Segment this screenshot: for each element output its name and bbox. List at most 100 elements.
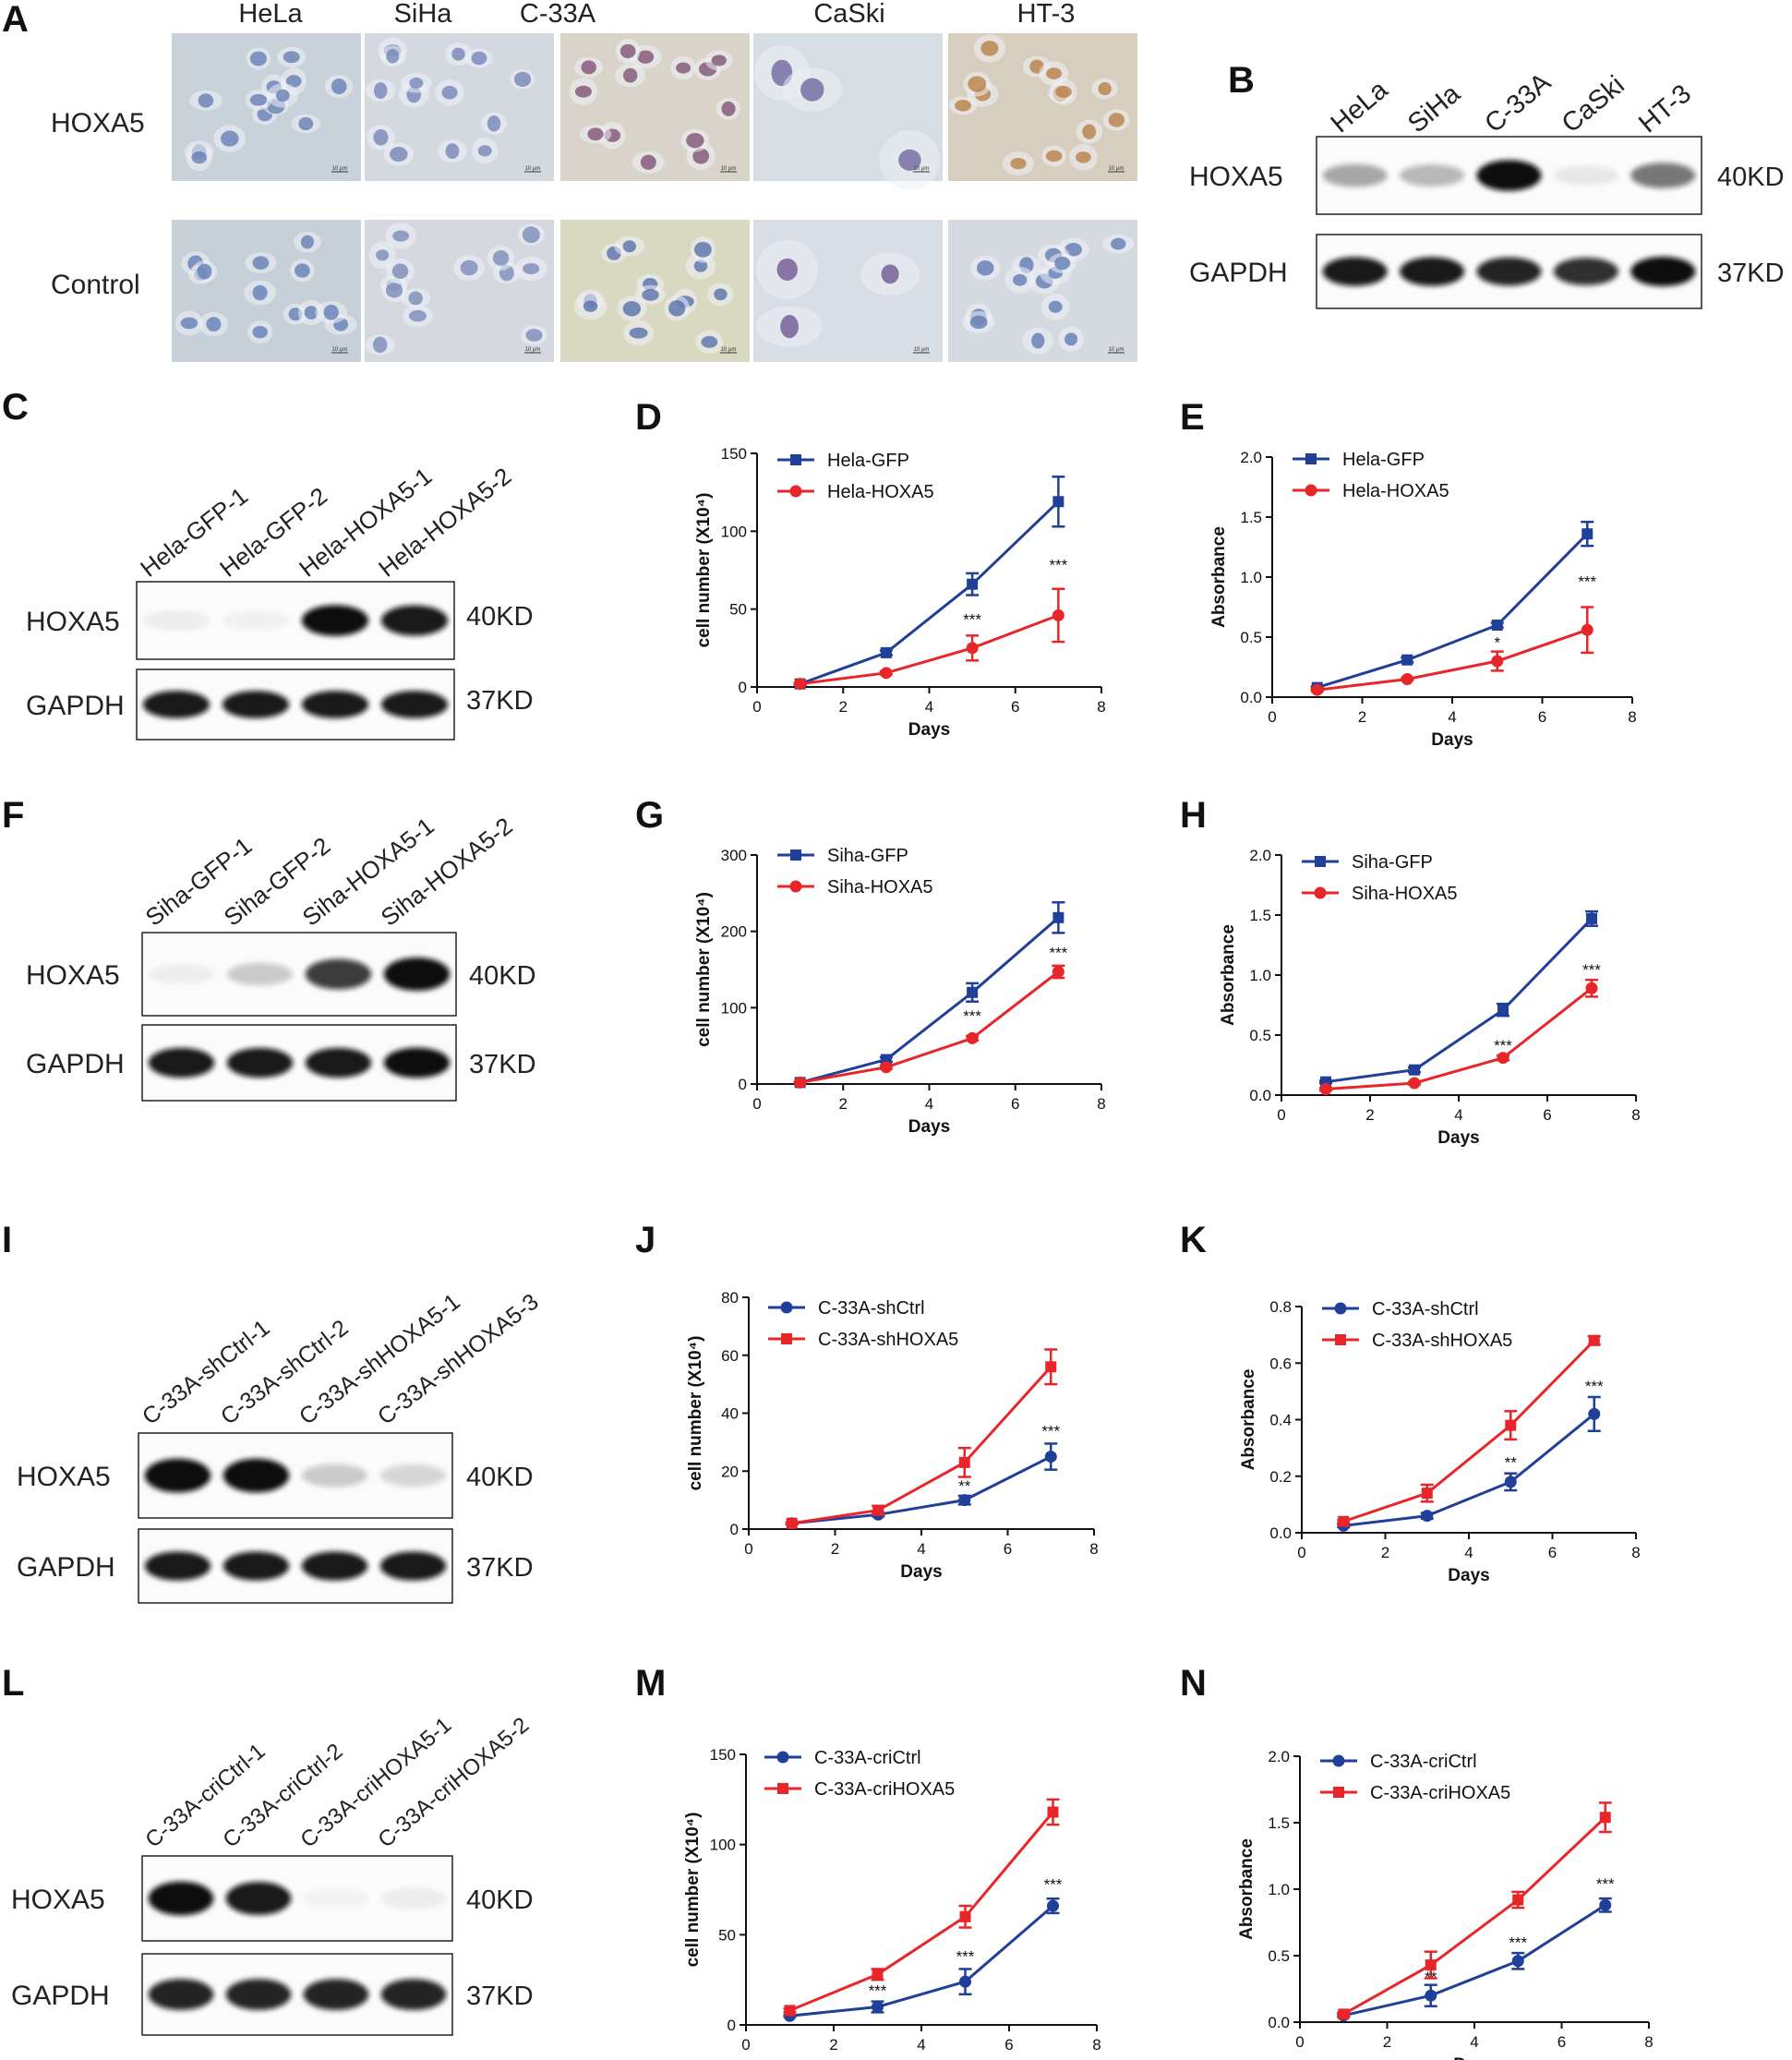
lane-label: SiHa xyxy=(1402,78,1466,139)
band xyxy=(222,1458,290,1493)
nucleus xyxy=(492,250,510,266)
nucleus xyxy=(1064,332,1078,346)
nucleus xyxy=(285,75,302,88)
panel-label-f: F xyxy=(2,795,24,836)
data-point xyxy=(1052,496,1064,508)
series-c-33a-crictrl xyxy=(783,1897,1060,2022)
scale-bar-label: 10 μm xyxy=(721,347,737,353)
blot-strip-hoxa5 xyxy=(141,1855,453,1942)
legend-label: C-33A-criCtrl xyxy=(814,1748,921,1768)
x-tick-label: 2 xyxy=(1358,708,1366,726)
band xyxy=(1400,257,1465,286)
band xyxy=(301,1464,368,1488)
nucleus xyxy=(1054,256,1071,271)
band-size-hoxa5: 40KD xyxy=(466,602,534,632)
data-point xyxy=(786,1517,798,1529)
nucleus xyxy=(780,315,800,339)
ihc-micrograph-control-caski: 10 μm xyxy=(753,220,943,362)
band xyxy=(144,1551,211,1581)
nucleus xyxy=(1010,157,1027,170)
significance-label: *** xyxy=(1049,557,1067,574)
band-label-hoxa5: HOXA5 xyxy=(26,960,120,991)
band xyxy=(305,1047,372,1078)
data-point xyxy=(1047,1899,1059,1912)
nucleus xyxy=(220,130,239,147)
series-line xyxy=(1342,1816,1606,2016)
legend-label: C-33A-criHOXA5 xyxy=(814,1779,955,1800)
y-tick-label: 1.0 xyxy=(1240,569,1262,586)
band xyxy=(383,958,451,991)
nucleus xyxy=(252,325,268,339)
data-point xyxy=(781,1333,792,1344)
x-tick-label: 2 xyxy=(839,1095,848,1113)
data-point xyxy=(967,578,979,590)
x-tick-label: 2 xyxy=(829,2036,837,2054)
band-size-gapdh: 37KD xyxy=(469,1050,536,1079)
data-point xyxy=(880,646,892,658)
scale-bar-label: 10 μm xyxy=(332,347,348,353)
band-label-hoxa5: HOXA5 xyxy=(26,607,120,637)
data-point xyxy=(1315,856,1326,867)
x-tick-label: 8 xyxy=(1644,2033,1653,2051)
x-axis-label: Days xyxy=(1448,1566,1489,1585)
y-tick-label: 1.0 xyxy=(1268,1881,1290,1898)
data-point xyxy=(1497,1004,1509,1016)
y-tick-label: 150 xyxy=(710,1746,736,1764)
nucleus xyxy=(522,226,540,244)
data-point xyxy=(1421,1510,1434,1523)
x-tick-label: 4 xyxy=(1470,2033,1478,2051)
nucleus xyxy=(668,300,686,317)
band xyxy=(148,963,215,985)
series-c-33a-crictrl xyxy=(1337,1897,1612,2022)
y-axis-label: Absorbance xyxy=(1239,1369,1258,1471)
nucleus xyxy=(629,327,648,339)
x-tick-label: 0 xyxy=(1295,2033,1304,2051)
panel-label-e: E xyxy=(1180,397,1205,438)
chart-h-siha-absorbance: 0 2 4 6 8 0.0 0.5 1.0 1.5 2.0 Days Absorbance Siha-G… xyxy=(1219,847,1641,1148)
chart-m-c33a-cri-cell-number: 0 2 4 6 8 0 50 100 150 Days cell number (X10⁴) C-33… xyxy=(683,1746,1101,2060)
nucleus xyxy=(460,259,478,276)
band-label-gapdh: GAPDH xyxy=(17,1552,115,1583)
western-blot-c: Hela-GFP-1Hela-GFP-2Hela-HOXA5-1Hela-HOX… xyxy=(26,462,534,741)
significance-label: *** xyxy=(1049,945,1067,962)
nucleus xyxy=(390,147,408,163)
y-tick-label: 0.0 xyxy=(1269,1524,1292,1542)
nucleus xyxy=(701,335,718,348)
band-size-gapdh: 37KD xyxy=(466,1982,534,2011)
nucleus xyxy=(295,263,310,278)
data-point xyxy=(776,1751,789,1764)
y-tick-label: 1.5 xyxy=(1268,1814,1290,1832)
x-tick-label: 0 xyxy=(752,1095,761,1113)
x-tick-label: 0 xyxy=(1297,1544,1305,1561)
data-point xyxy=(784,2005,796,2017)
band xyxy=(301,691,369,718)
nucleus xyxy=(331,78,347,95)
series-c-33a-shhoxa5 xyxy=(1337,1334,1601,1527)
nucleus xyxy=(980,41,999,56)
significance-label: ** xyxy=(1425,1969,1437,1986)
x-tick-label: 8 xyxy=(1631,1106,1640,1124)
data-point xyxy=(1585,982,1598,994)
lane-label: HT-3 xyxy=(1633,78,1697,139)
y-tick-label: 0.8 xyxy=(1269,1298,1292,1316)
band-size-hoxa5: 40KD xyxy=(466,1885,534,1915)
data-point xyxy=(1408,1077,1421,1090)
band xyxy=(379,1551,447,1581)
nucleus xyxy=(252,284,268,301)
data-point xyxy=(1425,1959,1437,1971)
y-tick-label: 2.0 xyxy=(1268,1748,1290,1765)
lane-label: Hela-HOXA5-1 xyxy=(294,462,437,582)
chart-d-hela-cell-number: 0 2 4 6 8 0 50 100 150 Days cell number (X10⁴) Hela… xyxy=(694,445,1106,740)
nucleus xyxy=(298,116,314,131)
nucleus xyxy=(583,300,598,312)
scale-bar-label: 10 μm xyxy=(914,347,930,353)
blot-strip-gapdh xyxy=(141,1953,453,2036)
nucleus xyxy=(191,151,208,164)
blot-strip-gapdh xyxy=(138,1528,453,1604)
band xyxy=(304,1888,369,1909)
nucleus xyxy=(711,54,727,66)
legend-label: C-33A-criCtrl xyxy=(1370,1752,1477,1772)
series-line xyxy=(791,1455,1052,1525)
band xyxy=(1476,257,1542,286)
nucleus xyxy=(471,51,487,66)
